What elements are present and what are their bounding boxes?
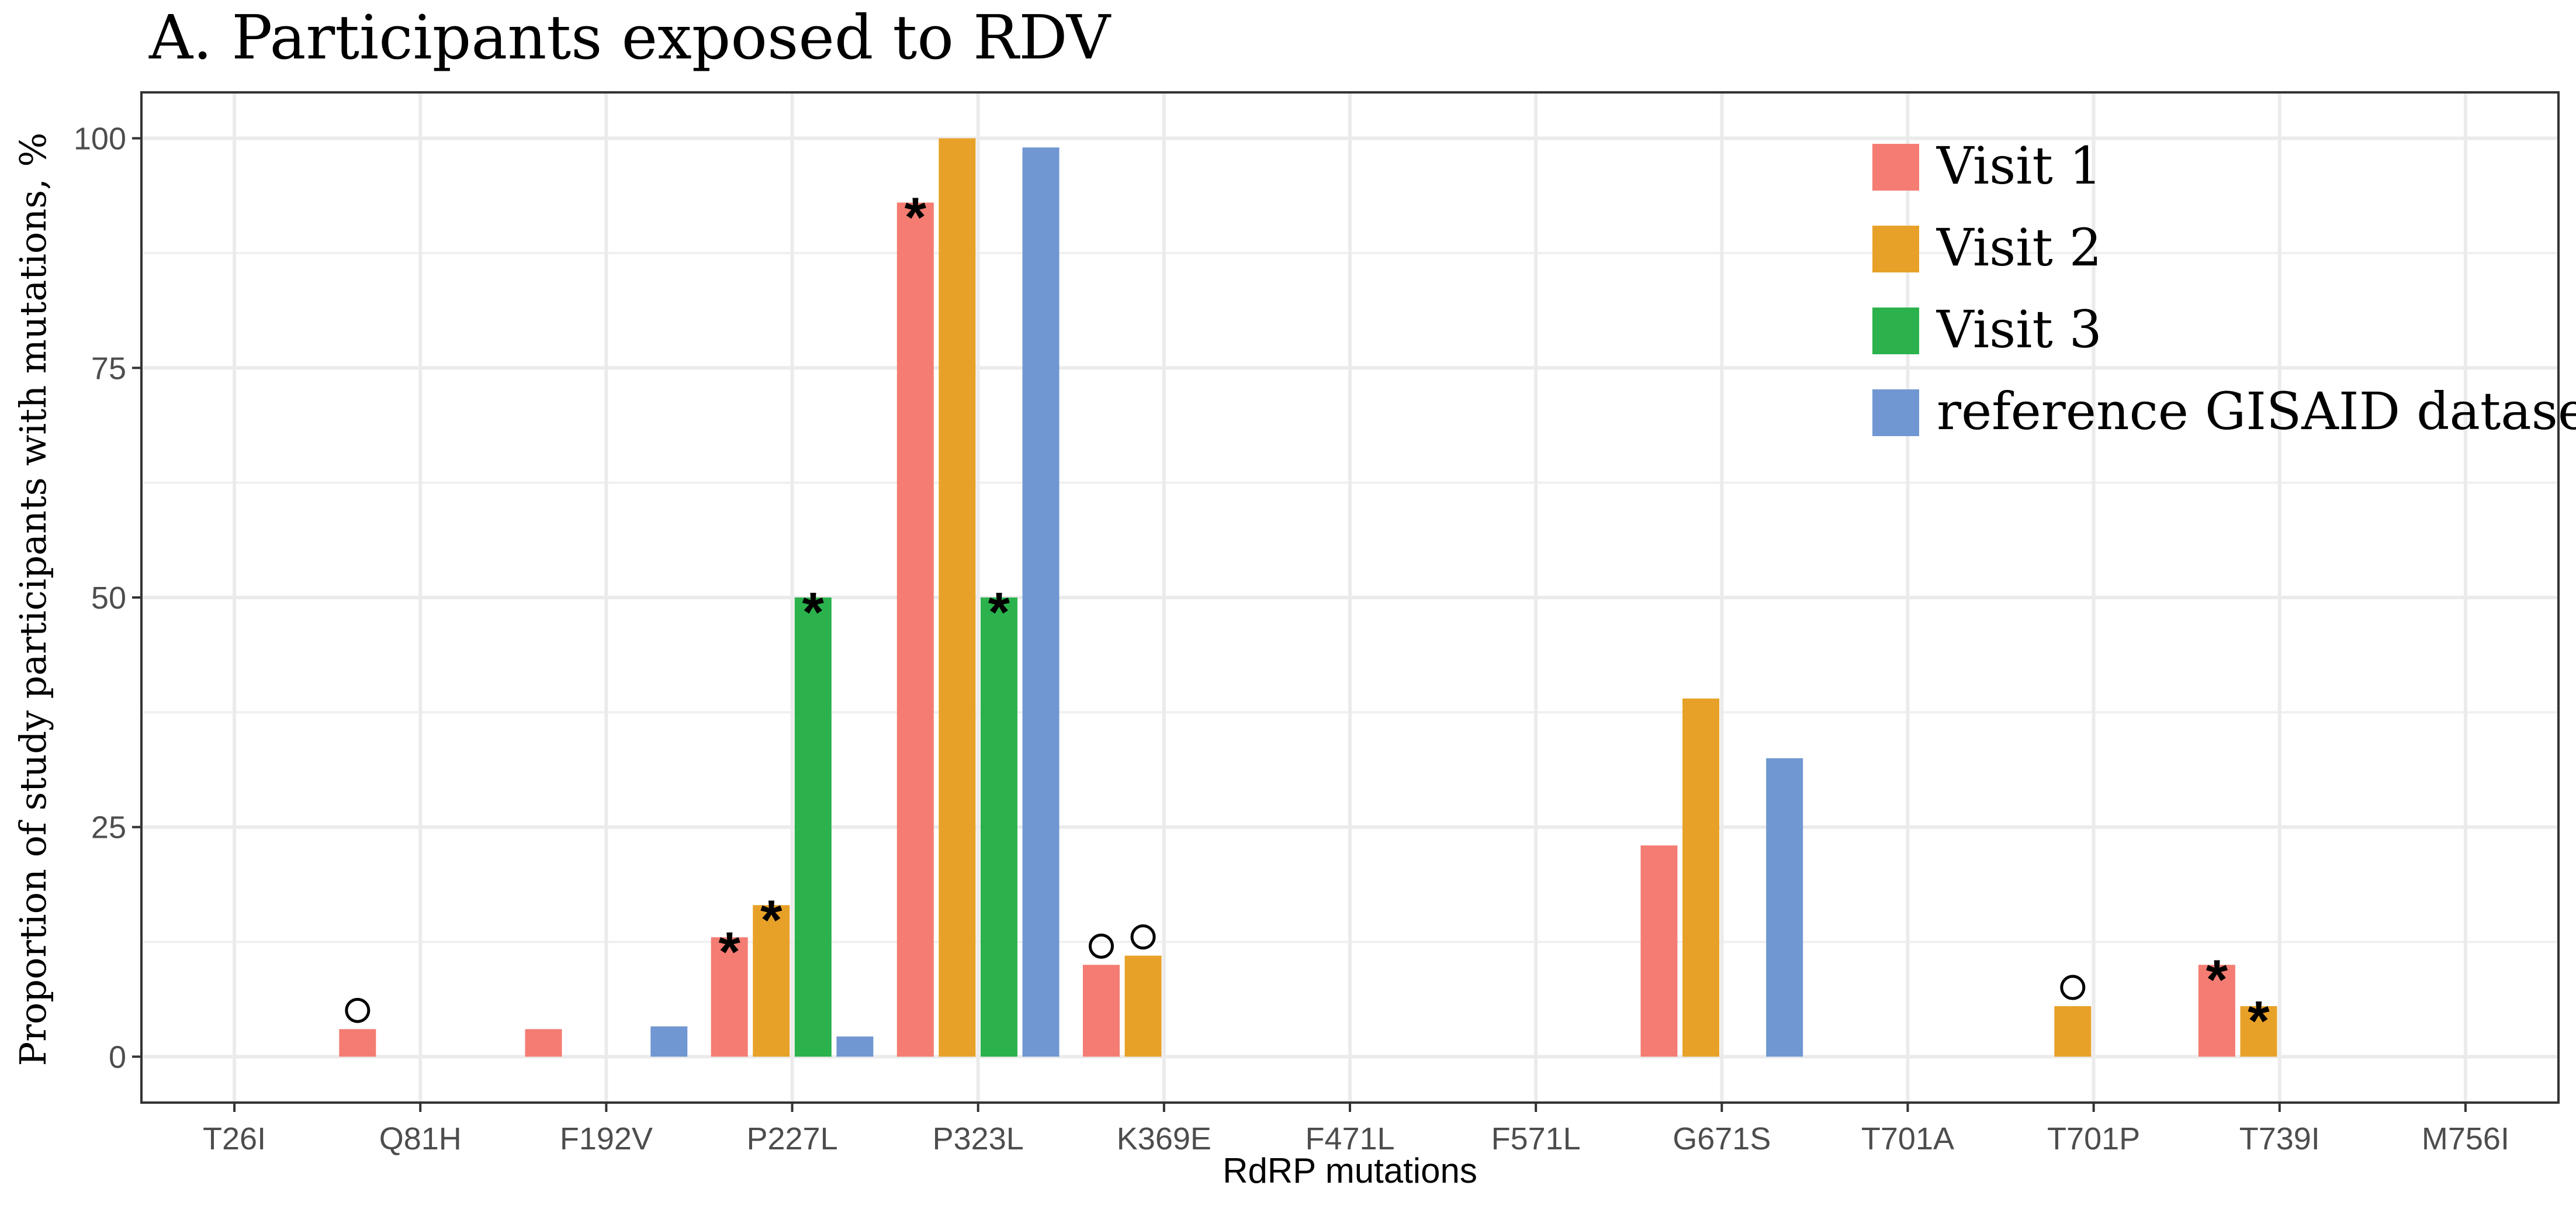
bar [896,202,934,1057]
legend-swatch [1872,144,1919,191]
x-tick-label: P323L [933,1121,1024,1156]
legend-label: reference GISAID dataset [1937,381,2576,441]
bar [1124,955,1162,1057]
y-tick-label: 75 [91,351,126,386]
x-tick-label: T701A [1861,1121,1954,1156]
annotation-star: * [802,581,825,644]
legend-swatch [1872,226,1919,272]
bar [939,138,976,1057]
annotation-circle [1088,933,1114,959]
x-tick-label: T26I [203,1121,266,1156]
legend-label: Visit 1 [1936,136,2102,196]
plot-area: * * * * * * * [141,92,2558,1103]
x-axis-label: RdRP mutations [1223,1151,1477,1190]
annotation-circle [1130,924,1156,950]
chart-title: A. Participants exposed to RDV [148,2,1112,73]
bar [1640,845,1678,1057]
annotation-star: * [905,186,927,249]
legend-label: Visit 3 [1936,299,2102,360]
x-tick-label: F571L [1491,1121,1581,1156]
y-tick-label: 50 [91,581,126,616]
annotation-star: * [2206,948,2228,1011]
bar [711,937,748,1057]
bar [980,597,1017,1057]
bar [650,1026,688,1057]
y-tick-label: 25 [91,810,126,845]
legend-swatch [1872,308,1919,354]
bar [339,1029,376,1057]
x-tick-label: P227L [746,1121,837,1156]
bar [753,905,790,1057]
bar [1766,758,1803,1057]
annotation-circle [345,997,371,1023]
x-tick-label: T739I [2239,1121,2320,1156]
bar [2198,965,2235,1057]
bar [525,1029,562,1057]
legend-swatch [1872,389,1919,436]
bar [1682,698,1720,1057]
bar [2240,1006,2277,1057]
legend: Visit 1 Visit 2 Visit 3 reference GISAID da… [1872,136,2576,441]
legend-label: Visit 2 [1936,217,2102,278]
bar [1022,147,1060,1057]
x-tick-label: K369E [1117,1121,1211,1156]
annotation-star: * [988,581,1010,644]
x-tick-label: F192V [560,1121,653,1156]
annotation-circle [2060,975,2086,1000]
bar [836,1036,874,1057]
x-tick-label: G671S [1673,1121,1771,1156]
bar [2054,1006,2092,1057]
bar [794,597,832,1057]
x-tick-label: F471L [1305,1121,1394,1156]
y-axis-label: Proportion of study participants with mu… [12,133,54,1066]
annotation-star: * [2248,990,2270,1052]
bar [1082,965,1120,1057]
x-tick-label: M756I [2422,1121,2509,1156]
axes: 0 25 50 75 100 T26I Q81H F192V P227L P323L K369E F4… [74,91,2560,1156]
y-tick-label: 0 [109,1039,126,1075]
y-tick-label: 100 [74,122,126,157]
x-tick-label: T701P [2047,1121,2140,1156]
annotation-star: * [760,889,783,951]
annotation-star: * [718,921,740,983]
x-tick-label: Q81H [379,1121,462,1156]
